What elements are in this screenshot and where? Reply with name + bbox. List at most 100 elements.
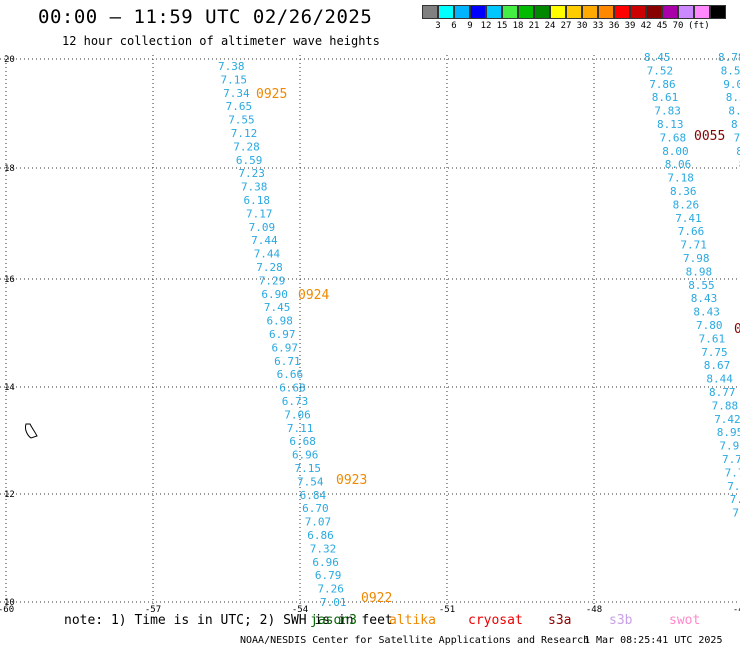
legend-swatch [566,5,582,19]
pass-time-label: 0922 [361,591,392,606]
credit-timestamp: 1 Mar 08:25:41 UTC 2025 [584,635,723,646]
track-value: 7. [730,493,740,506]
longitude-label: -45 [733,605,740,615]
legend-swatch [678,5,694,19]
track-value: 7. [727,480,740,493]
track-value: 7.32 [310,542,337,555]
track-value: 9.00 [723,78,740,91]
legend-swatch [534,5,550,19]
track-value: 7.38 [241,181,268,194]
legend-swatch [454,5,470,19]
track-value: 6.79 [315,569,342,582]
satellite-label-s3b: s3b [609,613,633,628]
track-value: 8.51 [721,64,740,77]
track-value: 8.06 [665,158,692,171]
legend-swatch [486,5,502,19]
pass-time-label: 0923 [336,473,367,488]
track-value: 7.18 [667,172,694,185]
island-outline-icon [25,423,38,439]
track-value: 7.99 [719,440,740,453]
track-value: 8. [736,145,740,158]
track-value: 7.98 [683,252,710,265]
track-value: 7. [732,507,740,520]
legend-swatch [550,5,566,19]
track-value: 8.61 [652,91,679,104]
track-value: 7.42 [714,413,740,426]
track-value: 7.11 [287,422,314,435]
track-value: 6.90 [261,288,288,301]
legend-swatch [646,5,662,19]
track-value: 6.97 [272,341,299,354]
track-value: 6.96 [312,556,339,569]
legend-swatch [438,5,454,19]
track-value: 7.34 [223,87,250,100]
track-value: 6.98 [266,315,293,328]
track-value: 7.71 [680,239,707,252]
track-value: 7.68 [660,131,687,144]
legend-swatch [502,5,518,19]
track-value: 7.7 [722,453,740,466]
latitude-label: 16 [4,275,15,285]
legend-tick: 70 [672,21,684,31]
track-value: 7.17 [246,207,272,220]
legend-tick: 33 [592,21,604,31]
track-value: 8.55 [688,279,715,292]
track-value: 7.38 [218,60,245,73]
legend-tick: 18 [512,21,524,31]
legend-unit: (ft) [688,21,710,31]
legend-swatches [422,5,726,19]
legend-tick: 36 [608,21,620,31]
track-value: 8.67 [704,359,731,372]
track-value: 7.55 [228,114,255,127]
pass-time-label: 0 [734,322,740,337]
track-value: 7.80 [696,319,723,332]
longitude-label: -57 [145,605,161,615]
track-value: 6.84 [300,489,327,502]
track-value: 7.01 [320,596,347,609]
pass-time-label: 0925 [256,87,287,102]
legend-tick: 45 [656,21,668,31]
pass-time-label: 0055 [694,129,725,144]
legend-swatch [614,5,630,19]
track-value: 7.44 [251,234,278,247]
latitude-label: 12 [4,490,15,500]
track-value: 8.78 [718,51,740,64]
color-legend: 3 6 9 12 15 18 21 24 27 30 33 36 39 42 45 70 (ft) [422,5,726,31]
track-value: 7.45 [264,301,291,314]
satellite-label-swot: swot [669,613,701,628]
legend-tick: 21 [528,21,540,31]
legend-tick: 24 [544,21,556,31]
track-value: 8.4 [728,105,740,118]
track-value: 8.43 [691,292,718,305]
legend-swatch [662,5,678,19]
longitude-label: -48 [586,605,602,615]
track-value: 7.61 [699,332,726,345]
longitude-label: -54 [292,605,308,615]
footer-note: note: 1) Time is in UTC; 2) SWH is in fe… [64,613,393,628]
latitude-label: 20 [4,55,15,65]
credit-text: NOAA/NESDIS Center for Satellite Applica… [240,635,590,646]
track-value: 8.26 [673,198,700,211]
latitude-label: 10 [4,598,15,608]
track-value: 7.15 [295,462,322,475]
track-value: 6.59 [236,154,263,167]
track-value: 8.77 [709,386,736,399]
legend-tick: 30 [576,21,588,31]
legend-swatch [598,5,614,19]
track-value: 6.86 [307,529,334,542]
track-value: 7.28 [233,140,259,153]
track-value: 7.07 [305,516,332,529]
track-value: 7.54 [297,475,324,488]
legend-swatch [694,5,710,19]
satellite-label-jason3: jason3 [310,613,357,628]
track-value: 7.28 [256,261,283,274]
track-value: 6.68 [279,382,306,395]
track-value: 7.44 [254,248,281,261]
latitude-label: 14 [4,383,15,393]
track-value: 8. [739,158,740,171]
satellite-label-s3a: s3a [548,613,572,628]
track-value: 6.70 [302,502,329,515]
legend-tick: 42 [640,21,652,31]
satellite-label-altika: altika [389,613,436,628]
